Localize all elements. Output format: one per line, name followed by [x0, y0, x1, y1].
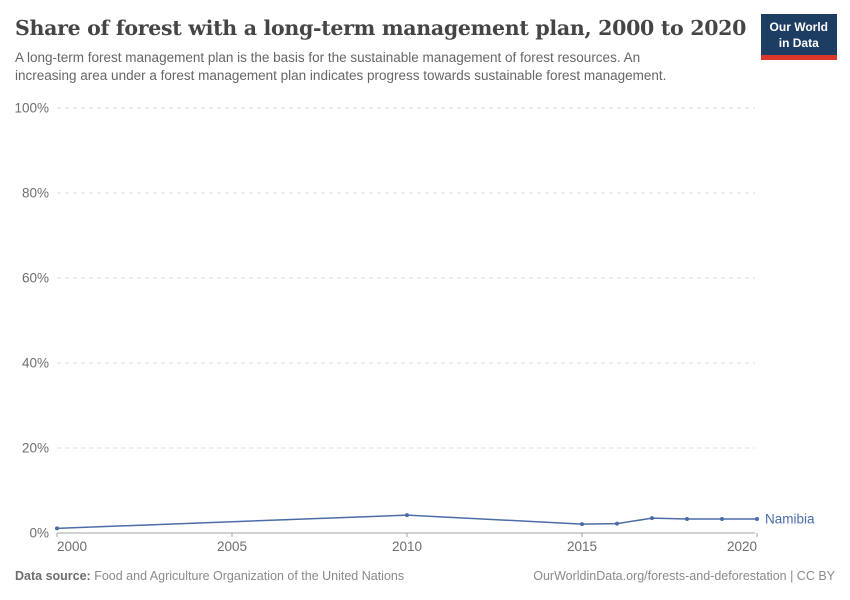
y-tick-label: 60%	[22, 271, 49, 286]
data-point[interactable]	[755, 516, 759, 521]
data-source: Data source: Food and Agriculture Organi…	[15, 569, 404, 583]
chart-subtitle: A long-term forest management plan is th…	[15, 49, 850, 85]
owid-logo-line2: in Data	[778, 35, 819, 50]
chart-header: Share of forest with a long-term managem…	[0, 0, 850, 85]
y-tick-label: 0%	[29, 526, 49, 541]
x-tick-label: 2005	[217, 539, 247, 554]
y-tick-label: 100%	[14, 101, 49, 116]
y-tick-label: 40%	[22, 356, 49, 371]
data-source-text: Food and Agriculture Organization of the…	[90, 569, 405, 583]
data-point[interactable]	[650, 516, 654, 521]
data-point[interactable]	[615, 521, 619, 526]
x-tick-label: 2015	[567, 539, 597, 554]
data-point[interactable]	[405, 513, 409, 518]
attribution-link[interactable]: OurWorldinData.org/forests-and-deforesta…	[533, 569, 835, 583]
data-point[interactable]	[580, 522, 584, 527]
owid-logo[interactable]: Our World in Data	[760, 14, 837, 61]
chart-title: Share of forest with a long-term managem…	[15, 16, 747, 40]
series-line-namibia[interactable]	[56, 514, 757, 530]
chart-subtitle-line1: A long-term forest management plan is th…	[15, 50, 641, 65]
x-tick-label: 2020	[727, 539, 757, 554]
y-tick-label: 80%	[22, 186, 49, 201]
y-tick-label: 20%	[22, 441, 49, 456]
x-tick-label: 2000	[57, 539, 87, 554]
x-tick-label: 2010	[392, 539, 422, 554]
owid-logo-line1: Our World	[769, 20, 828, 34]
chart-footer: Data source: Food and Agriculture Organi…	[15, 569, 835, 583]
data-source-label: Data source:	[15, 569, 91, 583]
chart-subtitle-line2: increasing area under a forest managemen…	[15, 67, 667, 83]
data-point[interactable]	[720, 516, 724, 521]
series-label-namibia[interactable]: Namibia	[765, 511, 815, 526]
data-point[interactable]	[685, 516, 689, 521]
data-point[interactable]	[55, 526, 59, 531]
